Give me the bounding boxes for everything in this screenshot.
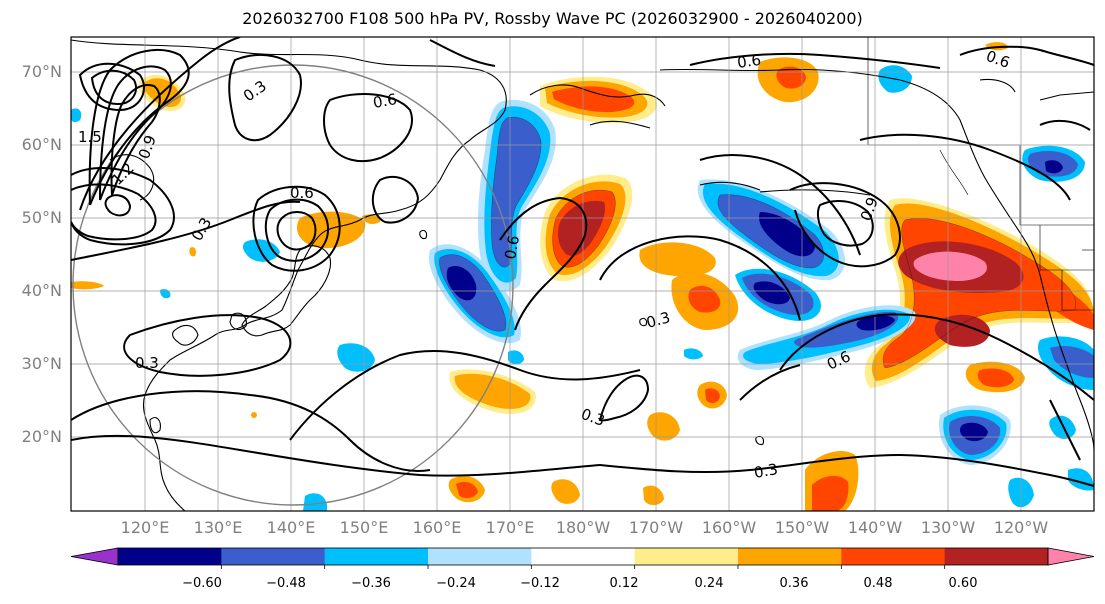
colorbar-segment (324, 548, 429, 565)
lat-label: 30°N (21, 354, 62, 373)
colorbar-segment (841, 548, 946, 565)
colorbar-tick-label: −0.60 (182, 576, 222, 591)
contour-label: 0.3 (135, 354, 159, 372)
lon-label: 160°E (412, 518, 462, 537)
lat-label: 70°N (21, 62, 62, 81)
lon-label: 180°W (555, 518, 611, 537)
lon-label: 140°W (847, 518, 903, 537)
colorbar-segment (531, 548, 636, 565)
lat-label: 50°N (21, 208, 62, 227)
gridlines (71, 37, 1094, 511)
colorbar-segment (738, 548, 842, 565)
coastlines (71, 39, 1094, 511)
lon-label: 130°E (193, 518, 243, 537)
lon-label: 170°W (628, 518, 684, 537)
lon-label: 150°W (774, 518, 830, 537)
contour-label: 0.3 (753, 460, 780, 482)
map-title: 2026032700 F108 500 hPa PV, Rossby Wave … (242, 9, 863, 28)
lon-label: 120°W (993, 518, 1049, 537)
contour-label: 0.6 (290, 184, 314, 202)
lon-label: 140°E (266, 518, 316, 537)
colorbar-tick-label: 0.24 (694, 576, 724, 591)
colorbar-segment (428, 548, 532, 565)
lat-label: 20°N (21, 427, 62, 446)
colorbar-segment (634, 548, 739, 565)
colorbar-tick-label: −0.12 (520, 576, 560, 591)
colorbar-segment (221, 548, 326, 565)
colorbar-extension-low (70, 547, 119, 566)
lat-label: 60°N (21, 135, 62, 154)
lon-label: 170°E (485, 518, 535, 537)
colorbar-tick-label: −0.36 (351, 576, 391, 591)
colorbar-tick-label: −0.48 (266, 576, 306, 591)
lon-label: 150°E (339, 518, 389, 537)
contour-label: 0.6 (372, 90, 399, 112)
colorbar-extension-high (1047, 547, 1095, 566)
colorbar-tick-label: −0.24 (436, 576, 476, 591)
colorbar-segment (944, 548, 1049, 565)
colorbar-tick-label: 0.48 (863, 576, 893, 591)
colorbar (70, 547, 1095, 569)
colorbar-frame (117, 547, 1049, 566)
pv-contours (71, 37, 1094, 487)
lat-label: 40°N (21, 281, 62, 300)
colorbar-tick-label: 0.36 (779, 576, 809, 591)
contour-label: 0.3 (644, 308, 672, 332)
colorbar-tick-label: 0.60 (948, 576, 978, 591)
colorbar-tick-label: 0.12 (609, 576, 639, 591)
contour-label: 0.6 (501, 234, 523, 261)
lon-label: 160°W (701, 518, 757, 537)
lon-label: 130°W (920, 518, 976, 537)
map-frame (70, 36, 1095, 512)
lon-label: 120°E (120, 518, 170, 537)
contour-label: 1.5 (78, 128, 102, 146)
colorbar-segment (118, 548, 222, 565)
contour-label: 0.6 (736, 51, 762, 72)
